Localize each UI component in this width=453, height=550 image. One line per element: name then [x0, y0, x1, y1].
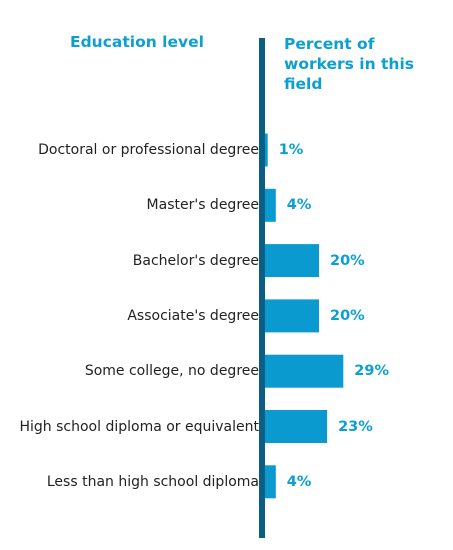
left-column-header: Education level: [70, 33, 204, 51]
category-label: Less than high school diploma: [46, 473, 259, 490]
category-label: Master's degree: [146, 197, 259, 214]
category-label: Associate's degree: [127, 307, 259, 324]
value-label: 4%: [286, 473, 312, 490]
bar-0: [265, 133, 268, 167]
bar-3: [265, 299, 319, 333]
bar-2: [265, 244, 319, 278]
value-label: 1%: [278, 142, 304, 158]
bar-6: [265, 465, 276, 499]
value-label: 4%: [286, 197, 312, 214]
category-label: High school diploma or equivalent: [19, 418, 259, 435]
bar-5: [265, 410, 328, 443]
category-label: Doctoral or professional degree: [38, 142, 259, 158]
value-label: 29%: [354, 363, 390, 380]
value-label: 23%: [338, 418, 373, 435]
right-column-header: Percent of workers in this field: [284, 35, 415, 93]
category-label: Bachelor's degree: [132, 252, 259, 269]
value-label: 20%: [330, 307, 365, 324]
category-label: Some college, no degree: [84, 363, 259, 380]
axis-line: [259, 38, 265, 538]
value-label: 20%: [330, 252, 365, 269]
bar-1: [265, 188, 276, 222]
bar-4: [265, 354, 344, 388]
